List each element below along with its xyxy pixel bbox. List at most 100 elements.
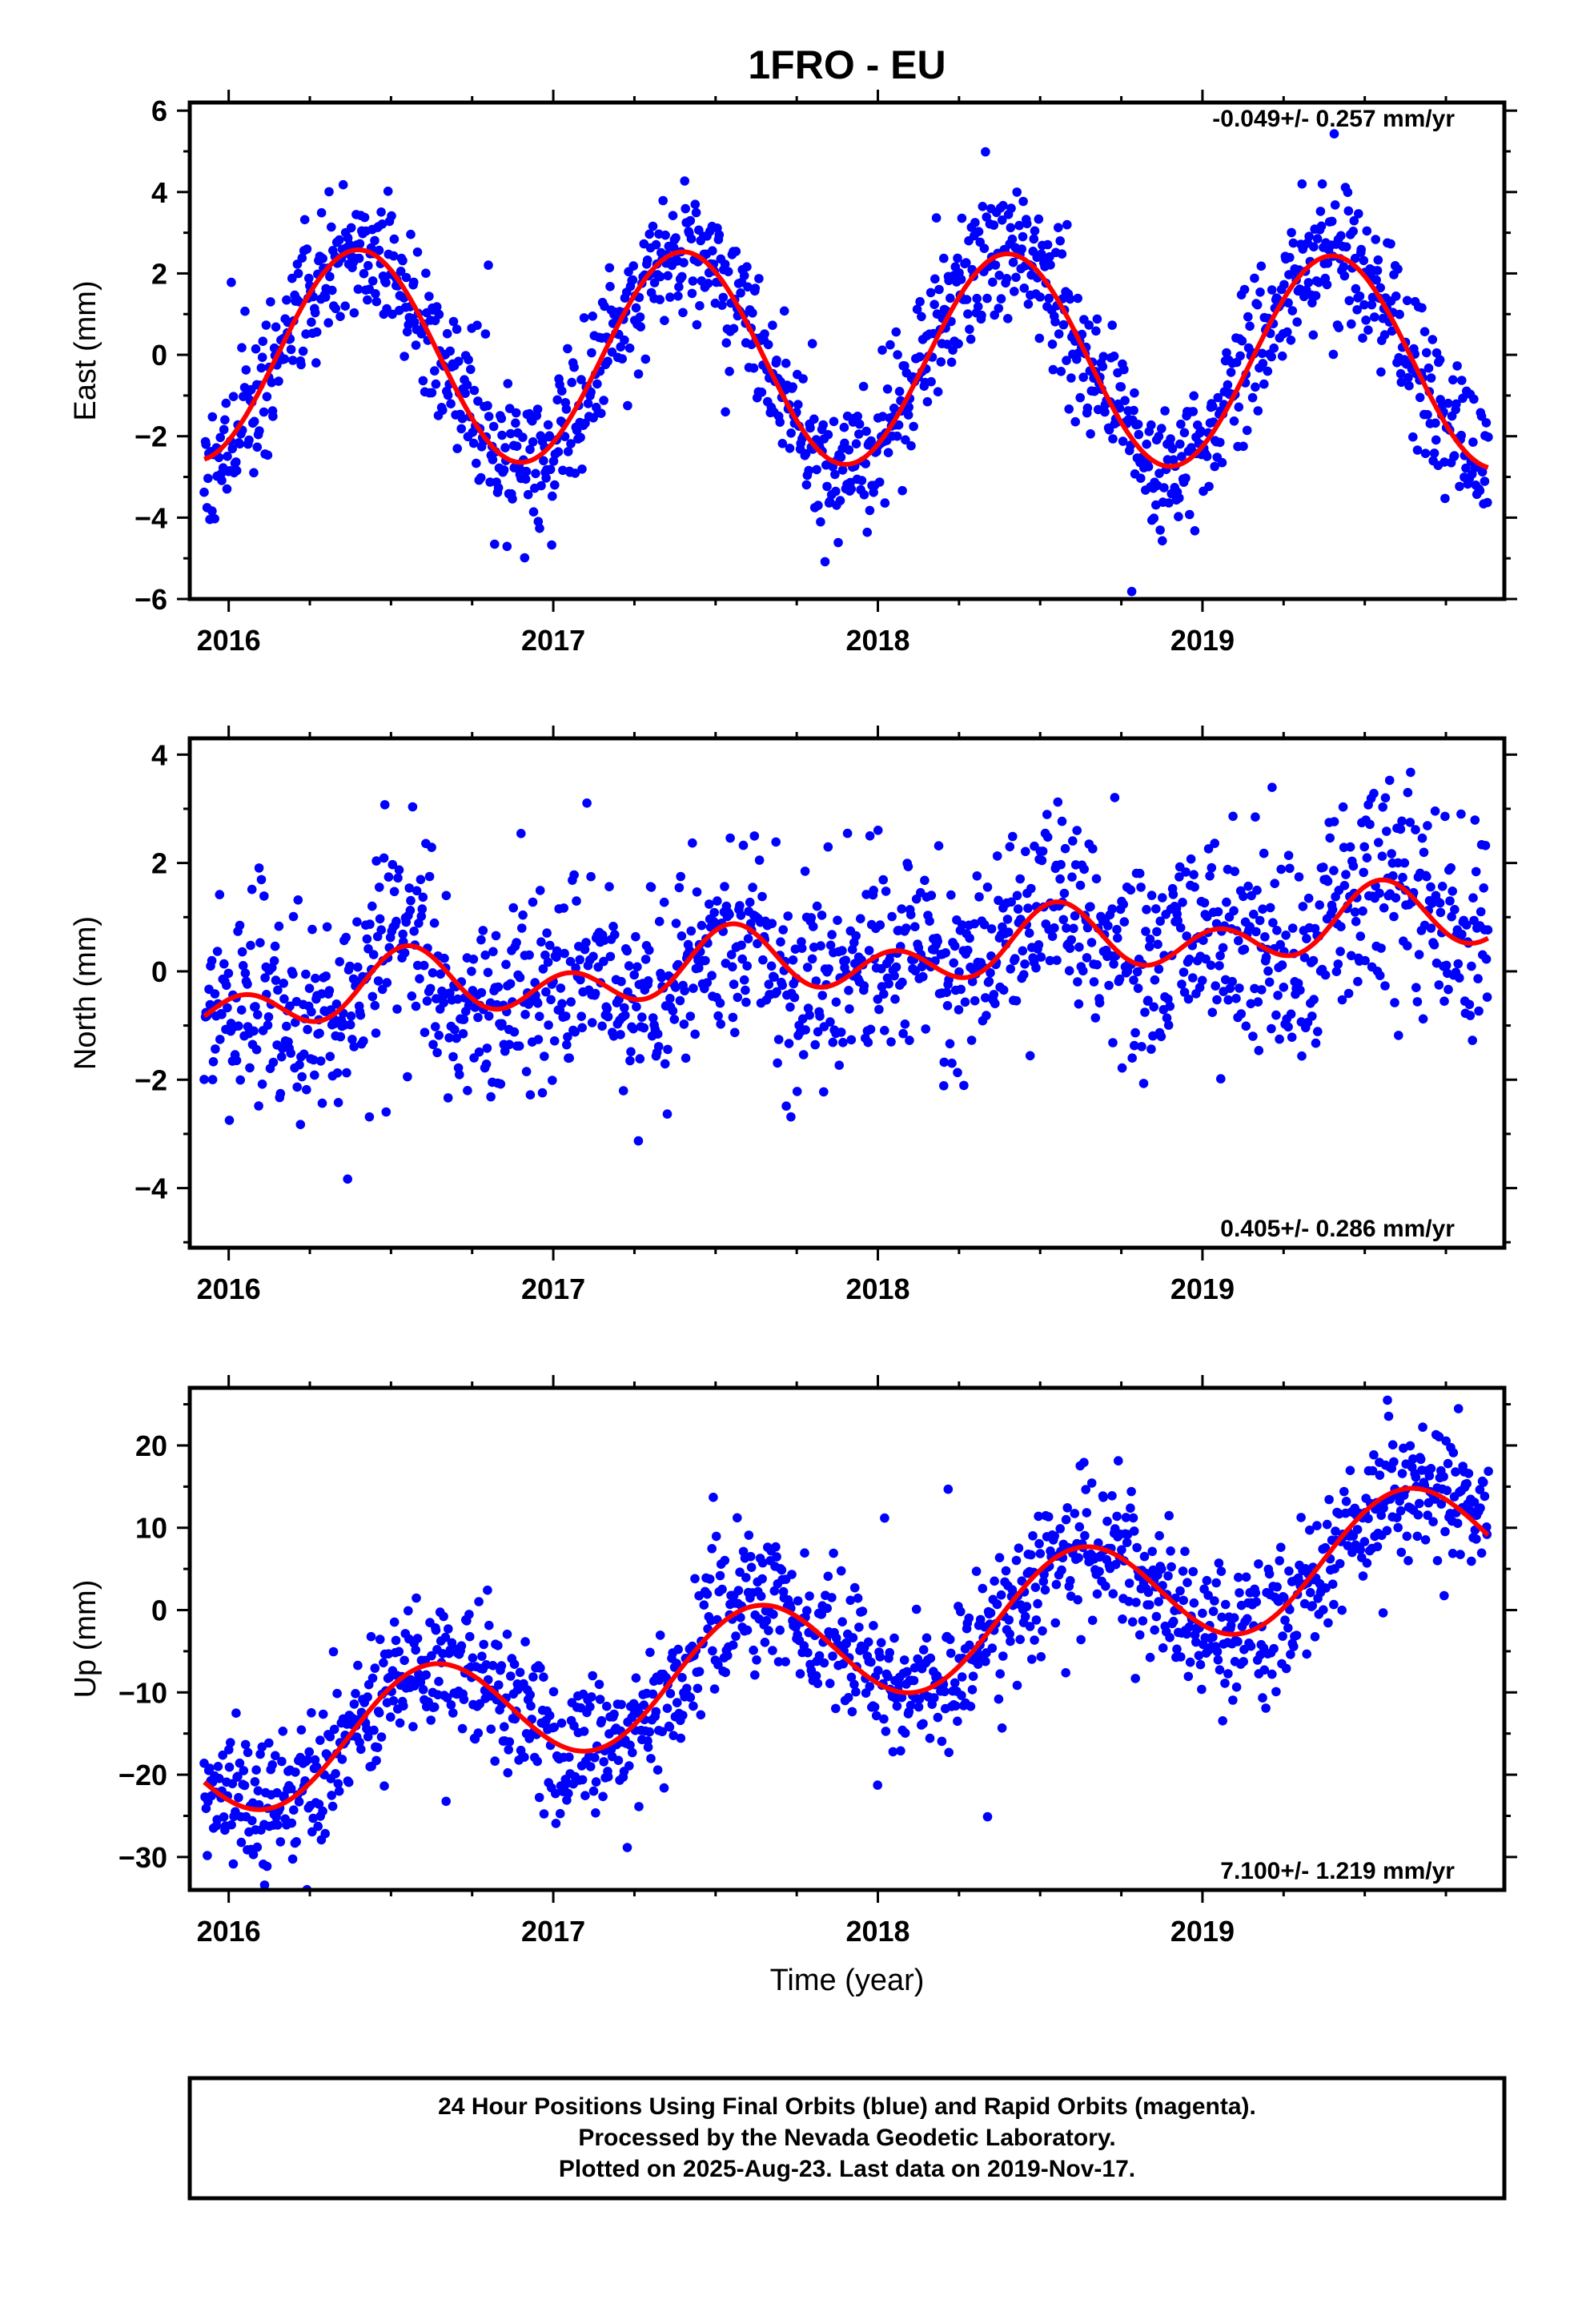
- data-point: [865, 1024, 876, 1035]
- data-point: [836, 1566, 846, 1576]
- data-point: [1434, 980, 1444, 990]
- data-point: [491, 931, 501, 941]
- data-point: [452, 444, 462, 453]
- data-point: [1251, 1597, 1262, 1607]
- data-point: [363, 260, 373, 271]
- data-point: [324, 986, 335, 995]
- data-point: [1431, 435, 1441, 445]
- data-point: [798, 374, 808, 384]
- data-point: [859, 490, 869, 500]
- data-point: [1178, 1566, 1188, 1576]
- data-point: [1358, 333, 1367, 344]
- data-point: [564, 1752, 574, 1762]
- data-point: [1307, 298, 1317, 308]
- data-point: [1006, 223, 1016, 233]
- data-point: [1103, 921, 1113, 931]
- data-point: [655, 1630, 665, 1640]
- data-point: [1362, 1558, 1372, 1568]
- data-point: [1423, 410, 1432, 420]
- data-point: [1310, 1632, 1320, 1642]
- data-point: [941, 948, 950, 958]
- data-point: [255, 1749, 265, 1759]
- data-point: [953, 253, 962, 263]
- data-point: [994, 271, 1004, 280]
- data-point: [341, 932, 351, 943]
- data-point: [343, 1174, 353, 1184]
- data-point: [355, 1737, 364, 1747]
- data-point: [894, 1679, 904, 1690]
- data-point: [887, 911, 897, 922]
- data-point: [788, 382, 797, 392]
- data-point: [1230, 866, 1239, 876]
- data-point: [474, 1047, 484, 1057]
- data-point: [539, 1809, 549, 1819]
- data-point: [1441, 960, 1452, 971]
- data-point: [536, 937, 546, 947]
- data-point: [1275, 939, 1285, 950]
- data-point: [1231, 1682, 1242, 1692]
- data-point: [1005, 842, 1015, 852]
- data-point: [1327, 216, 1337, 227]
- data-point: [981, 993, 990, 1003]
- data-point: [777, 1565, 787, 1575]
- data-point: [1104, 425, 1114, 435]
- data-point: [837, 946, 847, 955]
- data-point: [817, 911, 827, 920]
- data-point: [875, 920, 885, 930]
- data-point: [457, 413, 468, 424]
- data-point: [1449, 451, 1460, 460]
- data-point: [831, 997, 841, 1007]
- data-point: [448, 1051, 458, 1062]
- data-point: [645, 1647, 655, 1658]
- data-point: [227, 1779, 238, 1789]
- data-point: [256, 363, 267, 373]
- data-point: [718, 292, 729, 303]
- data-point: [1067, 872, 1077, 882]
- data-point: [431, 1625, 441, 1635]
- data-point: [1411, 825, 1420, 834]
- data-point: [1013, 904, 1023, 914]
- data-point: [1423, 821, 1432, 830]
- data-point: [1012, 1680, 1022, 1691]
- data-point: [1296, 1513, 1306, 1522]
- data-point: [731, 1631, 741, 1641]
- data-point: [267, 1760, 278, 1770]
- data-point: [1431, 348, 1442, 358]
- data-point: [671, 919, 681, 928]
- data-point: [779, 306, 789, 316]
- data-point: [1003, 927, 1014, 937]
- data-point: [1078, 966, 1088, 976]
- data-point: [781, 1657, 790, 1667]
- data-point: [1245, 321, 1255, 332]
- data-point: [721, 338, 732, 348]
- data-point: [865, 831, 875, 841]
- y-tick-label: −2: [135, 1063, 167, 1096]
- data-point: [1223, 864, 1233, 875]
- data-point: [215, 432, 226, 443]
- data-point: [1373, 255, 1383, 265]
- data-point: [566, 439, 576, 448]
- data-point: [1440, 811, 1450, 822]
- data-point: [1479, 883, 1488, 893]
- data-point: [359, 268, 369, 279]
- data-point: [1025, 1051, 1035, 1061]
- data-point: [1422, 348, 1431, 358]
- data-point: [973, 302, 983, 312]
- data-point: [841, 1638, 851, 1649]
- data-point: [236, 1837, 247, 1848]
- data-point: [893, 420, 904, 430]
- data-point: [696, 1710, 706, 1720]
- data-point: [1029, 234, 1039, 244]
- data-point: [496, 1661, 507, 1671]
- data-point: [723, 1651, 733, 1660]
- data-point: [809, 414, 819, 424]
- data-point: [205, 999, 215, 1010]
- data-point: [1258, 904, 1267, 914]
- data-point: [1365, 819, 1375, 830]
- data-point: [1484, 432, 1493, 442]
- data-point: [1393, 858, 1403, 868]
- data-point: [510, 1714, 520, 1724]
- data-point: [613, 1755, 624, 1765]
- data-point: [1163, 1571, 1173, 1581]
- data-point: [665, 292, 675, 302]
